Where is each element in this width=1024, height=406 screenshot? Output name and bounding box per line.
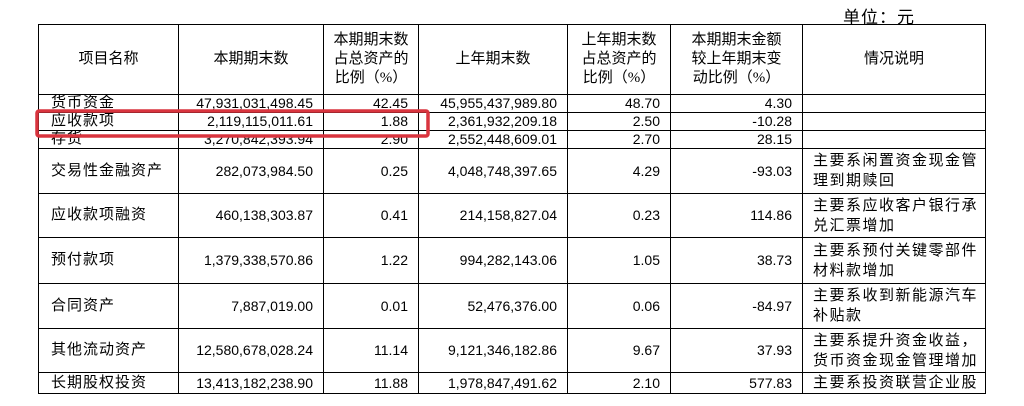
value-cell: 37.93 <box>670 328 803 373</box>
row-label: 存货 <box>38 130 179 149</box>
value-cell: 2,119,115,011.61 <box>178 112 324 131</box>
header-line: 本期期末金额 <box>691 32 782 48</box>
note-cell: 主要系闲置资金现金管理到期赎回 <box>802 148 986 194</box>
table-row: 合同资产 7,887,019.00 0.01 52,476,376.00 0.06 -84… <box>38 283 986 329</box>
value-cell: 4,048,748,397.65 <box>418 148 568 194</box>
table-row: 应收款项融资 460,138,303.87 0.41 214,158,827.04 0.… <box>38 193 986 238</box>
row-label: 其他流动资产 <box>38 328 179 373</box>
value-cell: 0.25 <box>323 148 419 194</box>
value-cell: 0.23 <box>567 193 671 238</box>
value-cell: 48.70 <box>567 94 671 113</box>
value-cell: 7,887,019.00 <box>178 283 324 329</box>
value-cell: 42.45 <box>323 94 419 113</box>
table-row: 存货 3,270,842,393.94 2.90 2,552,448,609.01 2.… <box>38 130 986 149</box>
table-row: 应收款项 2,119,115,011.61 1.88 2,361,932,209.18… <box>38 112 986 131</box>
note-cell <box>802 112 986 131</box>
value-cell: 11.14 <box>323 328 419 373</box>
value-cell: 1,379,338,570.86 <box>178 237 324 284</box>
value-cell: 0.01 <box>323 283 419 329</box>
value-cell: 214,158,827.04 <box>418 193 568 238</box>
value-cell: 2,552,448,609.01 <box>418 130 568 149</box>
table-row: 其他流动资产 12,580,678,028.24 11.14 9,121,346,18… <box>38 328 986 373</box>
note-cell <box>802 130 986 149</box>
header-line: 比例（%） <box>582 70 656 86</box>
note-cell: 主要系应收客户银行承兑汇票增加 <box>802 193 986 238</box>
row-label: 长期股权投资 <box>38 372 179 394</box>
value-cell: 47,931,031,498.45 <box>178 94 324 113</box>
header-line: 情况说明 <box>863 51 924 67</box>
row-label: 合同资产 <box>38 283 179 329</box>
row-label: 应收款项融资 <box>38 193 179 238</box>
value-cell: 0.41 <box>323 193 419 238</box>
value-cell: 28.15 <box>670 130 803 149</box>
value-cell: 52,476,376.00 <box>418 283 568 329</box>
row-label: 应收款项 <box>38 112 179 131</box>
value-cell: 2.70 <box>567 130 671 149</box>
unit-label: 单位：元 <box>843 8 915 27</box>
value-cell: 13,413,182,238.90 <box>178 372 324 394</box>
value-cell: 1.22 <box>323 237 419 284</box>
value-cell: -93.03 <box>670 148 803 194</box>
note-cell: 主要系预付关键零部件材料款增加 <box>802 237 986 284</box>
header-line: 比例（%） <box>334 70 408 86</box>
value-cell: 38.73 <box>670 237 803 284</box>
value-cell: 994,282,143.06 <box>418 237 568 284</box>
value-cell: -84.97 <box>670 283 803 329</box>
value-cell: 3,270,842,393.94 <box>178 130 324 149</box>
table-row: 货币资金 47,931,031,498.45 42.45 45,955,437,989… <box>38 94 986 113</box>
header-line: 本期期末数 <box>213 51 289 67</box>
header-cell: 本期期末数 <box>178 24 324 95</box>
header-cell: 情况说明 <box>802 24 986 95</box>
table-row: 预付款项 1,379,338,570.86 1.22 994,282,143.06 1.… <box>38 237 986 284</box>
note-cell: 主要系收到新能源汽车补贴款 <box>802 283 986 329</box>
value-cell: 45,955,437,989.80 <box>418 94 568 113</box>
table-body: 货币资金 47,931,031,498.45 42.45 45,955,437,989… <box>38 94 986 394</box>
table-row: 交易性金融资产 282,073,984.50 0.25 4,048,748,397.6… <box>38 148 986 194</box>
balance-table: 项目名称 本期期末数 本期期末数 占总资产的 比例（%） 上年期末数 上年期末数 占总资产的比… <box>38 24 986 394</box>
value-cell: 2.90 <box>323 130 419 149</box>
header-line: 占总资产的 <box>581 51 657 67</box>
header-line: 上年期末数 <box>455 51 531 67</box>
value-cell: 12,580,678,028.24 <box>178 328 324 373</box>
value-cell: 1.05 <box>567 237 671 284</box>
value-cell: 9.67 <box>567 328 671 373</box>
header-cell: 上年期末数 <box>418 24 568 95</box>
value-cell: 2.10 <box>567 372 671 394</box>
value-cell: 2,361,932,209.18 <box>418 112 568 131</box>
value-cell: 114.86 <box>670 193 803 238</box>
header-line: 占总资产的 <box>333 51 409 67</box>
value-cell: 577.83 <box>670 372 803 394</box>
header-line: 项目名称 <box>78 51 139 67</box>
note-cell: 主要系投资联营企业股 <box>802 372 986 394</box>
value-cell: 4.29 <box>567 148 671 194</box>
row-label: 交易性金融资产 <box>38 148 179 194</box>
header-cell: 本期期末金额 较上年期末变 动比例（%） <box>670 24 803 95</box>
value-cell: -10.28 <box>670 112 803 131</box>
value-cell: 1.88 <box>323 112 419 131</box>
value-cell: 0.06 <box>567 283 671 329</box>
value-cell: 2.50 <box>567 112 671 131</box>
header-line: 本期期末数 <box>333 32 409 48</box>
row-label: 预付款项 <box>38 237 179 284</box>
value-cell: 282,073,984.50 <box>178 148 324 194</box>
header-cell: 本期期末数占总资产的比例（%） <box>323 24 419 95</box>
row-label: 货币资金 <box>38 94 179 113</box>
header-cell: 上年期末数占总资产的比例（%） <box>567 24 671 95</box>
value-cell: 9,121,346,182.86 <box>418 328 568 373</box>
value-cell: 4.30 <box>670 94 803 113</box>
value-cell: 11.88 <box>323 372 419 394</box>
value-cell: 460,138,303.87 <box>178 193 324 238</box>
table-row: 长期股权投资 13,413,182,238.90 11.88 1,978,847,49… <box>38 372 986 394</box>
value-cell: 1,978,847,491.62 <box>418 372 568 394</box>
note-cell <box>802 94 986 113</box>
note-cell: 主要系提升资金收益，货币资金现金管理增加 <box>802 328 986 373</box>
header-row: 项目名称 本期期末数 本期期末数 占总资产的 比例（%） 上年期末数 上年期末数 占总资产的比… <box>38 24 986 95</box>
header-line: 上年期末数 <box>581 32 657 48</box>
header-line: 较上年期末变 <box>691 51 782 67</box>
header-line: 动比例（%） <box>692 70 781 86</box>
header-cell: 项目名称 <box>38 24 179 95</box>
